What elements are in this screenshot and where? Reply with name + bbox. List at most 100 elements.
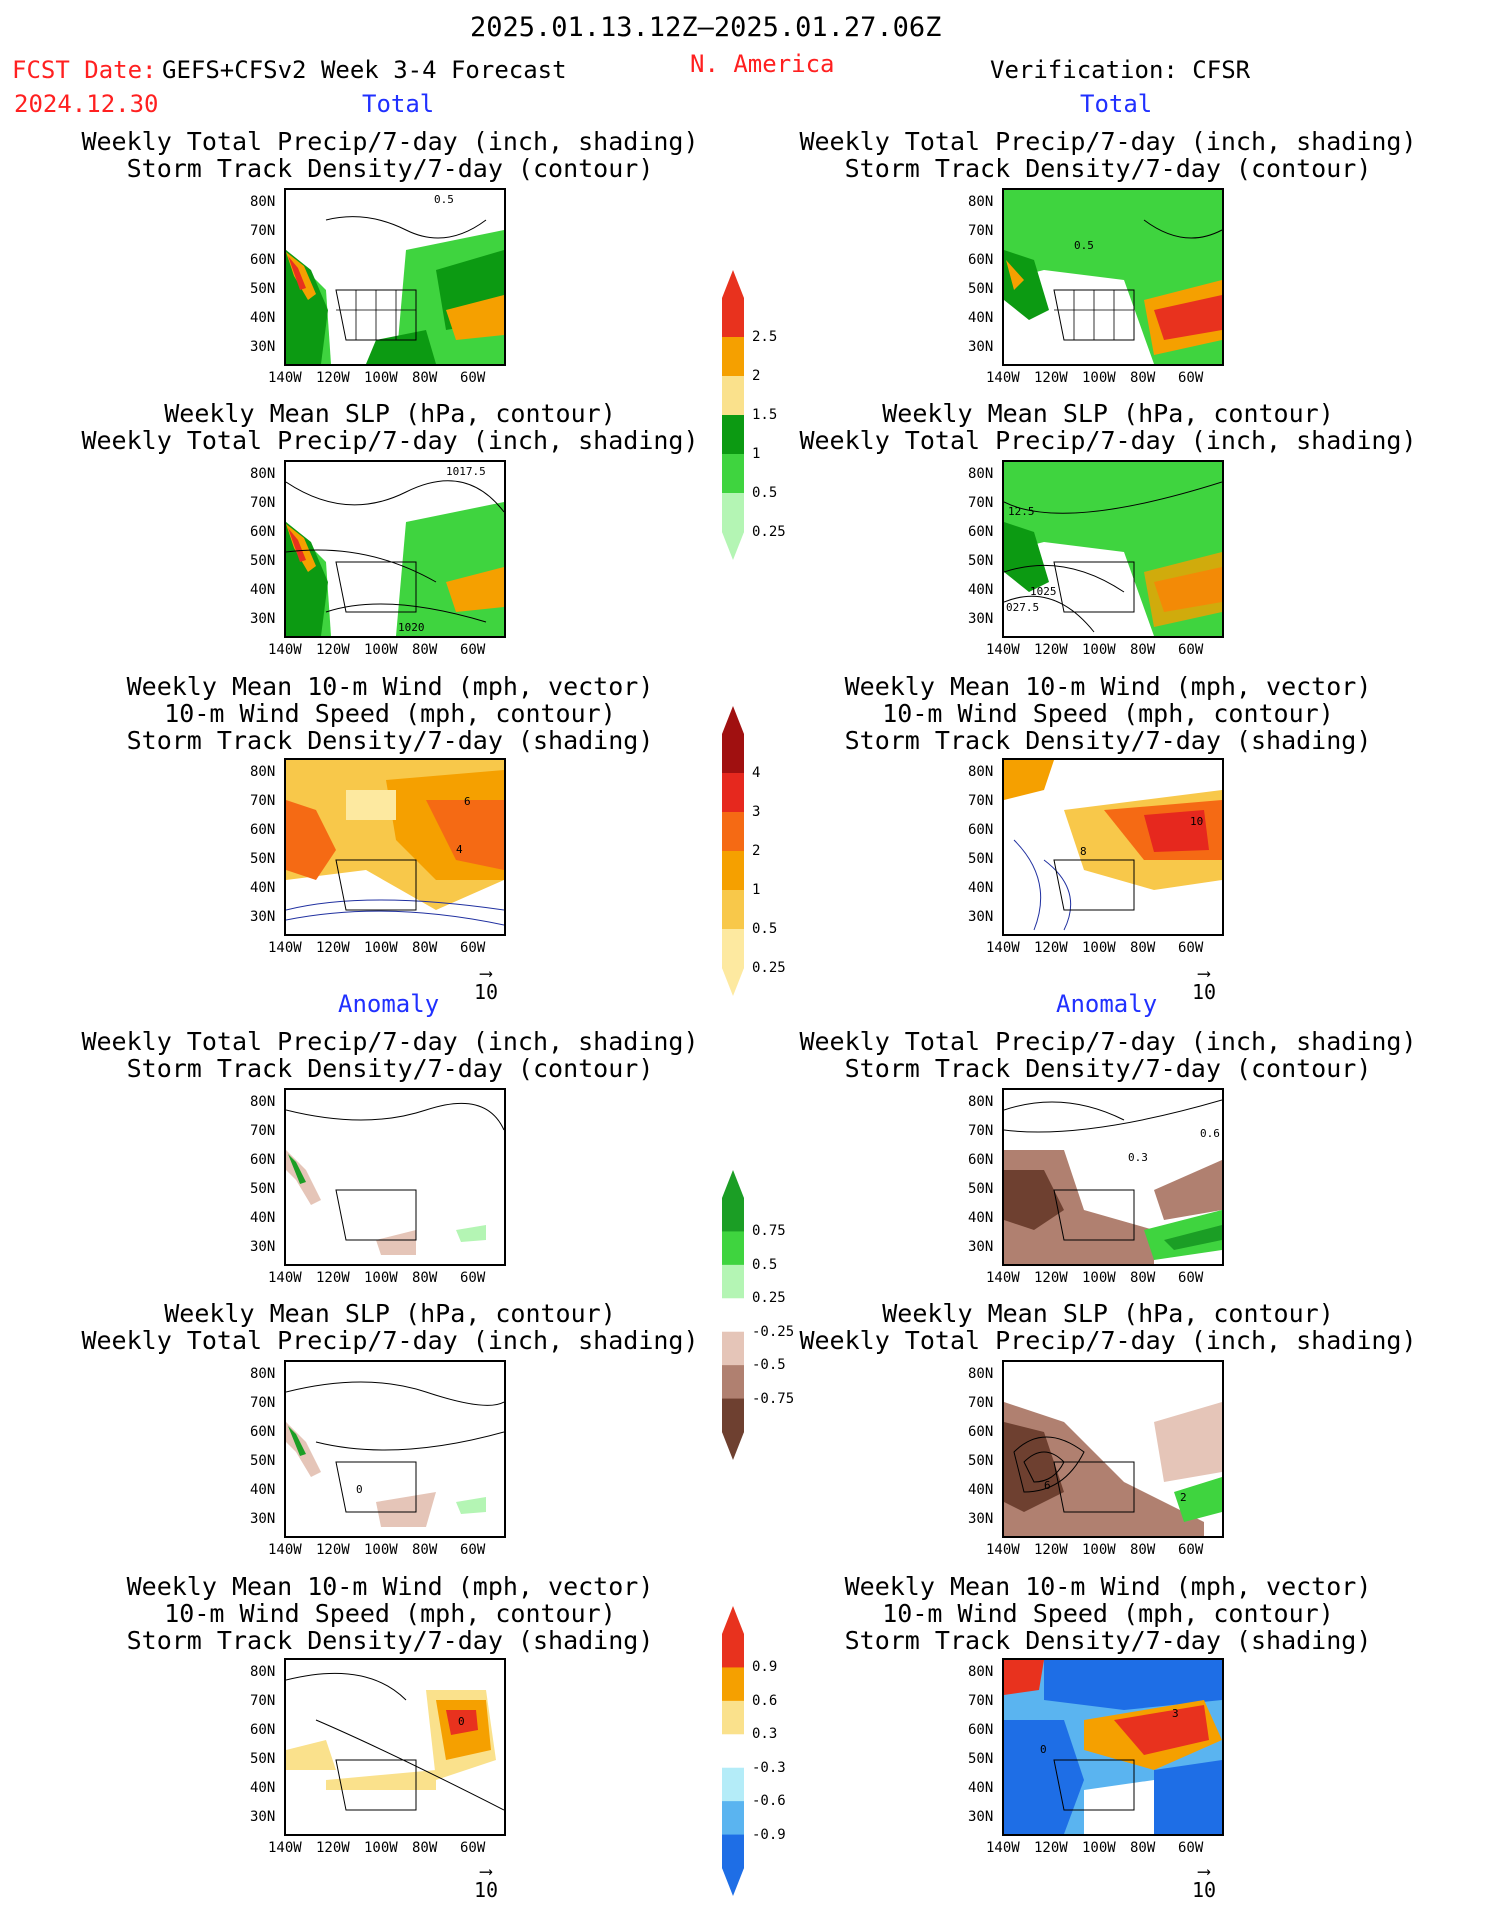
lat-tick-label: 30N — [968, 611, 994, 627]
colorbar-swatch — [722, 1634, 744, 1668]
lon-tick-label: 100W — [1082, 940, 1116, 956]
colorbar-label: -0.5 — [752, 1357, 786, 1374]
colorbar-label: 0.25 — [752, 960, 786, 976]
region-label: N. America — [690, 50, 835, 78]
vector-ref-fc-total: ⟶ 10 — [466, 965, 506, 1005]
lat-tick-label: 70N — [968, 1693, 994, 1709]
colorbar-anom-storm: 0.9 0.6 0.3 -0.3 -0.6 -0.9 — [722, 1606, 786, 1896]
lat-tick-label: 60N — [250, 524, 276, 540]
colorbar-label: 0.5 — [752, 1256, 778, 1273]
lat-tick-label: 80N — [250, 1094, 276, 1110]
lat-tick-label: 30N — [250, 909, 276, 925]
lon-tick-label: 60W — [460, 1270, 486, 1286]
lon-tick-label: 120W — [1034, 1270, 1068, 1286]
lon-tick-label: 100W — [364, 370, 398, 386]
lat-tick-label: 30N — [250, 1239, 276, 1255]
colorbar-label: 0.25 — [752, 524, 786, 540]
colorbar-label: 1 — [752, 446, 761, 462]
lon-tick-label: 140W — [986, 1270, 1020, 1286]
lat-tick-label: 70N — [250, 1395, 276, 1411]
lon-tick-label: 60W — [460, 370, 486, 386]
lon-tick-label: 120W — [1034, 1840, 1068, 1856]
lat-tick-label: 80N — [250, 764, 276, 780]
colorbar-label: 0.6 — [752, 1692, 778, 1709]
map-label: 3 — [1172, 1707, 1179, 1720]
lat-tick-label: 30N — [250, 1809, 276, 1825]
colorbar-label: 0.3 — [752, 1726, 778, 1743]
lon-tick-label: 80W — [412, 1840, 438, 1856]
lat-tick-label: 70N — [968, 223, 994, 239]
panel-title-fc-total-slp: Weekly Mean SLP (hPa, contour) Weekly To… — [81, 399, 699, 455]
lon-tick-label: 120W — [316, 1840, 350, 1856]
colorbar-swatch — [722, 454, 744, 494]
lon-tick-label: 100W — [1082, 642, 1116, 658]
section-anomaly-verification: Anomaly — [1056, 990, 1158, 1018]
arrow-right-icon: ⟶ — [480, 1861, 492, 1882]
lat-tick-label: 60N — [250, 1152, 276, 1168]
lat-tick-label: 40N — [968, 310, 994, 326]
panel-title-fc-anom-precip: Weekly Total Precip/7-day (inch, shading… — [81, 1027, 699, 1083]
map-label: 6 — [1044, 1479, 1051, 1492]
map-fc-anom-wind: 0 — [284, 1658, 506, 1836]
colorbar-label: 3 — [752, 804, 761, 820]
colorbar-anom-precip: 0.75 0.5 0.25 -0.25 -0.5 -0.75 — [722, 1170, 794, 1460]
colorbar-label: -0.75 — [752, 1390, 795, 1407]
colorbar-bottom-arrow — [722, 1868, 744, 1896]
colorbar-total-storm: 4 3 2 1 0.5 0.25 — [722, 706, 786, 996]
lat-tick-label: 80N — [968, 1094, 994, 1110]
colorbar-bottom-arrow — [722, 968, 744, 996]
lat-tick-label: 50N — [968, 1453, 994, 1469]
lat-tick-label: 50N — [968, 553, 994, 569]
lon-tick-label: 60W — [1178, 940, 1204, 956]
arrow-right-icon: ⟶ — [1198, 963, 1210, 984]
lon-tick-label: 100W — [1082, 370, 1116, 386]
lon-tick-label: 140W — [268, 1270, 302, 1286]
colorbar-swatch — [722, 376, 744, 416]
colorbar-swatches — [722, 270, 744, 560]
lon-tick-label: 100W — [364, 1542, 398, 1558]
lon-tick-label: 100W — [1082, 1270, 1116, 1286]
panel-title-ver-total-wind: Weekly Mean 10-m Wind (mph, vector) 10-m… — [844, 672, 1372, 755]
lon-tick-label: 140W — [268, 940, 302, 956]
lon-tick-label: 60W — [460, 642, 486, 658]
lat-tick-label: 50N — [968, 1181, 994, 1197]
colorbar-swatch — [722, 851, 744, 891]
lat-tick-label: 30N — [250, 339, 276, 355]
lat-tick-label: 40N — [250, 1210, 276, 1226]
map-label: 1025 — [1030, 585, 1057, 598]
colorbar-swatch — [722, 1767, 744, 1802]
lat-tick-label: 40N — [968, 1780, 994, 1796]
lat-tick-label: 50N — [250, 1453, 276, 1469]
colorbar-label: -0.6 — [752, 1793, 786, 1810]
colorbar-label: -0.25 — [752, 1323, 795, 1340]
colorbar-swatch — [722, 415, 744, 455]
lat-tick-label: 70N — [250, 495, 276, 511]
lon-tick-label: 80W — [1130, 642, 1156, 658]
colorbar-swatches — [722, 1170, 744, 1460]
section-anomaly-forecast: Anomaly — [338, 990, 440, 1018]
map-label: 2 — [1180, 1491, 1187, 1504]
map-label: 8 — [1080, 845, 1087, 858]
colorbar-swatch — [722, 1264, 744, 1299]
lat-tick-label: 70N — [250, 223, 276, 239]
map-label: 6 — [464, 795, 471, 808]
lon-tick-label: 100W — [364, 1840, 398, 1856]
lon-tick-label: 120W — [316, 1270, 350, 1286]
lat-tick-label: 30N — [968, 909, 994, 925]
map-label: 027.5 — [1006, 601, 1040, 614]
colorbar-label: -0.3 — [752, 1759, 786, 1776]
colorbar-swatch — [722, 812, 744, 852]
lon-tick-label: 120W — [316, 370, 350, 386]
colorbar-swatch — [722, 1331, 744, 1366]
map-label: 0 — [1040, 1743, 1047, 1756]
lon-tick-label: 80W — [412, 1270, 438, 1286]
lat-tick-label: 80N — [250, 194, 276, 210]
section-total-forecast: Total — [362, 90, 435, 118]
lon-tick-label: 140W — [986, 940, 1020, 956]
colorbar-swatch — [722, 298, 744, 338]
colorbar-label: 2 — [752, 368, 761, 384]
map-label: 0.5 — [434, 193, 454, 206]
lat-tick-label: 50N — [968, 851, 994, 867]
panel-title-ver-anom-wind: Weekly Mean 10-m Wind (mph, vector) 10-m… — [844, 1572, 1372, 1655]
lat-tick-label: 60N — [250, 1424, 276, 1440]
